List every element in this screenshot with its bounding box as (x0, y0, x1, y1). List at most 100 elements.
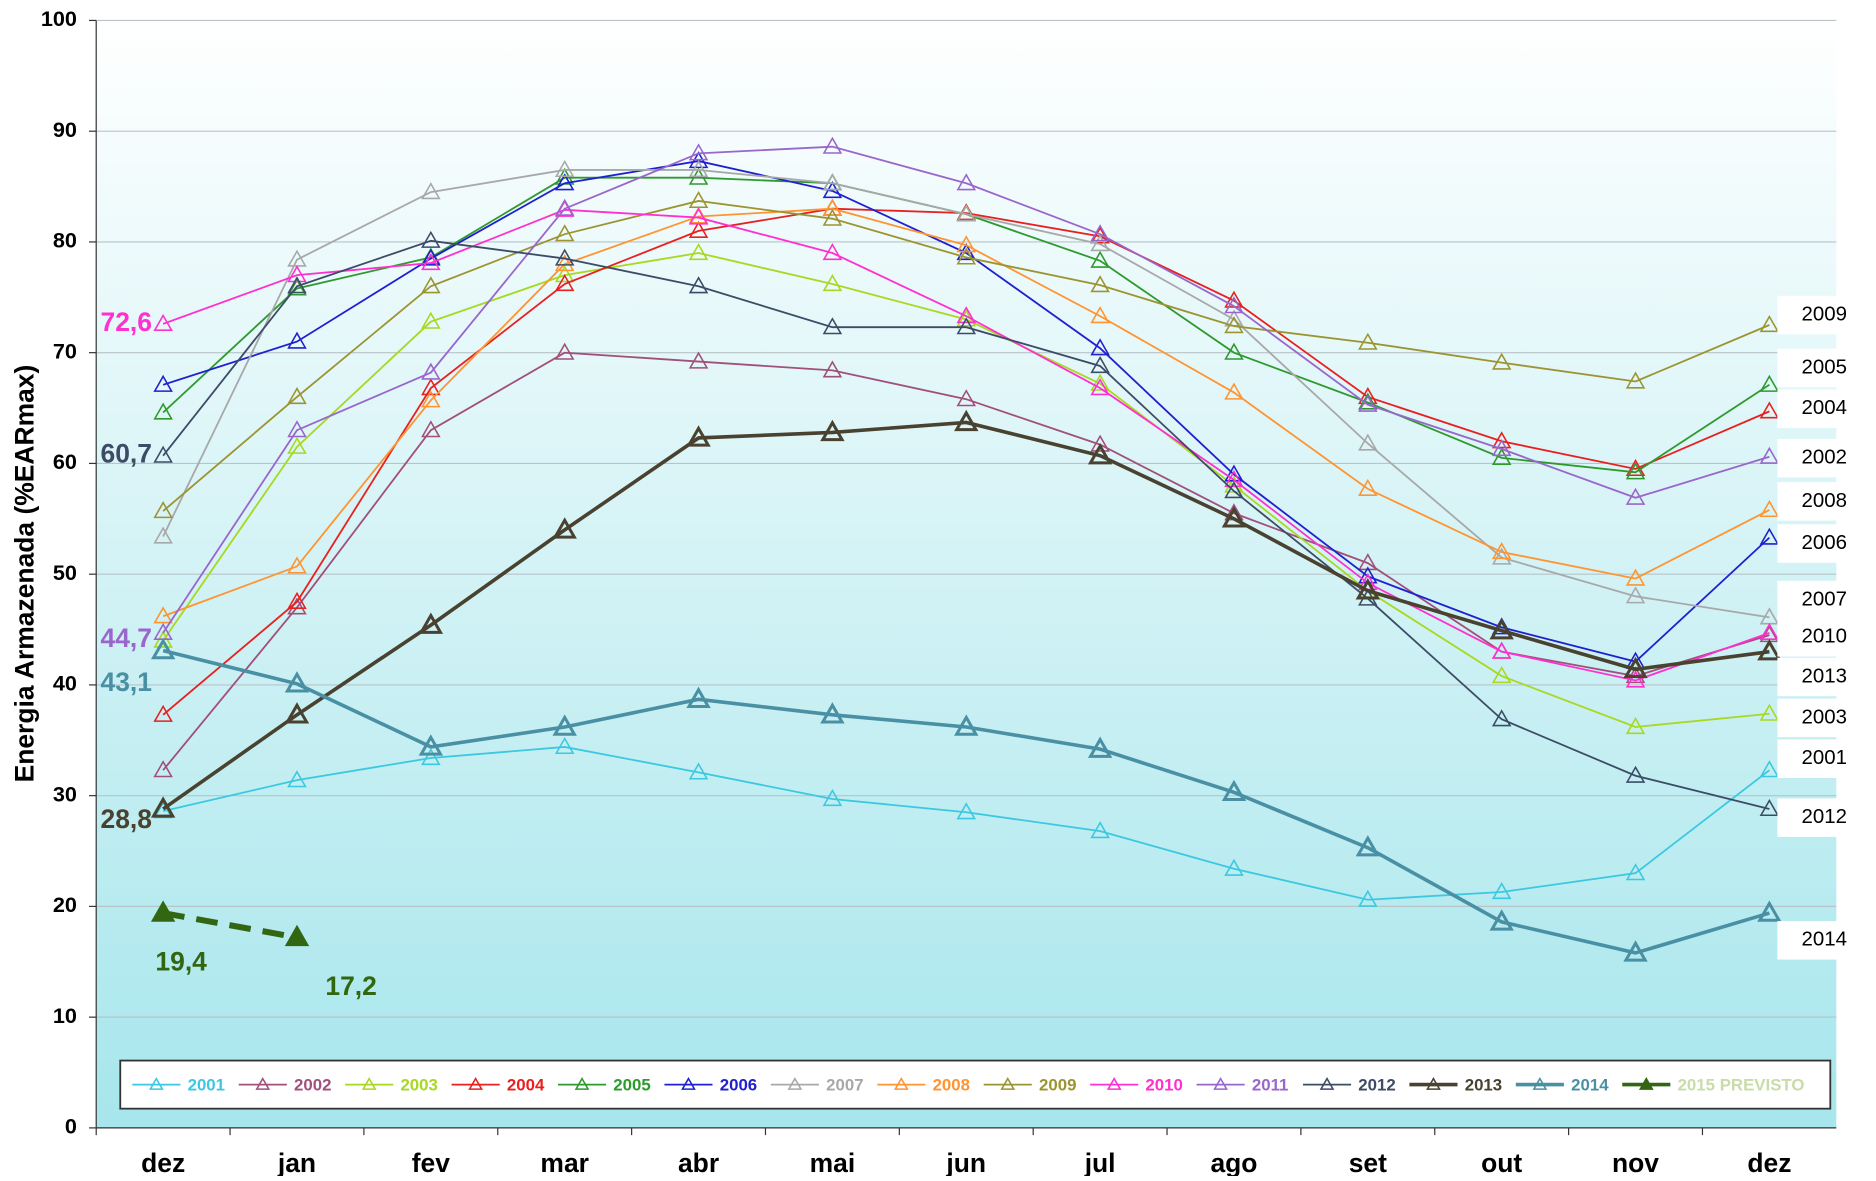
marker (1623, 940, 1648, 962)
marker (153, 402, 173, 420)
marker (688, 220, 709, 238)
legend-marker (1106, 1077, 1122, 1090)
series-tag-box (1777, 438, 1867, 478)
y-tick-label: 100 (41, 6, 77, 31)
marker (1090, 338, 1110, 356)
x-tick-label: fev (412, 1148, 451, 1176)
legend-label: 2015 PREVISTO (1678, 1075, 1805, 1094)
marker (1358, 394, 1378, 412)
legend-label: 2003 (400, 1075, 437, 1094)
marker (1090, 224, 1110, 242)
series-tag: 2003 (1802, 705, 1847, 728)
marker (1759, 703, 1780, 721)
series (153, 136, 1780, 640)
marker (1625, 863, 1646, 881)
legend-label: 2009 (1039, 1075, 1076, 1094)
data-label: 17,2 (325, 971, 376, 1001)
series-line (162, 910, 298, 941)
marker (552, 714, 577, 736)
marker (153, 313, 173, 331)
y-tick-label: 30 (53, 781, 77, 806)
marker (554, 254, 575, 272)
legend-marker (148, 1077, 164, 1090)
marker (1224, 858, 1244, 876)
marker (822, 274, 843, 292)
x-tick-label: jan (277, 1148, 316, 1176)
data-label: 72,6 (101, 307, 152, 337)
marker (421, 230, 441, 248)
legend-label: 2007 (826, 1075, 863, 1094)
marker (1625, 568, 1646, 586)
marker (956, 235, 977, 253)
marker (688, 762, 709, 780)
marker (1491, 666, 1512, 684)
series-tag: 2014 (1802, 928, 1847, 951)
marker (1224, 316, 1244, 334)
legend-marker (787, 1077, 803, 1090)
marker (284, 671, 310, 693)
series-tag-box (1777, 389, 1867, 429)
marker (822, 173, 843, 191)
marker (956, 306, 977, 324)
marker (822, 788, 843, 807)
marker (956, 317, 977, 335)
y-tick-label: 90 (53, 117, 77, 142)
y-tick-label: 50 (53, 560, 77, 585)
marker (153, 374, 173, 392)
marker (421, 362, 441, 380)
series-tag-box (1777, 618, 1867, 657)
marker (1759, 446, 1780, 464)
marker (1090, 373, 1110, 391)
marker (1757, 900, 1782, 922)
marker (1491, 882, 1512, 900)
marker (284, 702, 310, 724)
marker (150, 796, 176, 818)
marker (1355, 835, 1381, 857)
marker (287, 556, 307, 574)
marker (1090, 821, 1110, 839)
x-tick-label: set (1349, 1148, 1387, 1176)
series-tag-box (1777, 739, 1867, 778)
marker (956, 173, 977, 191)
marker (421, 182, 441, 200)
marker (554, 224, 575, 242)
marker (1759, 499, 1780, 518)
legend-marker (893, 1077, 909, 1090)
marker (421, 248, 441, 266)
marker (688, 207, 709, 225)
marker (554, 274, 575, 292)
marker (1358, 433, 1378, 451)
marker (1757, 639, 1782, 661)
x-tick-label: out (1481, 1148, 1522, 1176)
marker (1090, 250, 1110, 268)
series-tag: 2005 (1802, 355, 1847, 378)
marker (1759, 374, 1780, 392)
legend-marker (1319, 1077, 1335, 1090)
x-tick-label: jul (1084, 1148, 1116, 1176)
marker (1625, 487, 1646, 505)
marker (1625, 765, 1646, 783)
marker (822, 136, 843, 154)
legend-marker (681, 1077, 696, 1090)
marker (421, 748, 441, 766)
marker (1625, 462, 1646, 480)
legend-label: 2002 (294, 1075, 331, 1094)
y-tick-label: 20 (53, 892, 77, 917)
marker (287, 265, 307, 283)
legend-label: 2011 (1252, 1075, 1289, 1094)
series-line (162, 207, 1770, 618)
series-tag-box (1777, 657, 1867, 697)
marker (552, 517, 577, 539)
marker (150, 900, 176, 922)
marker (1759, 401, 1780, 419)
marker (1224, 296, 1244, 314)
legend-marker (1638, 1077, 1654, 1090)
series-tag: 2002 (1802, 446, 1847, 469)
legend-label: 2010 (1145, 1075, 1182, 1094)
marker (820, 419, 845, 442)
marker (421, 390, 441, 408)
y-axis-label: Energia Armazenada (%EARmax) (9, 365, 39, 783)
series (153, 736, 1780, 907)
series (150, 900, 310, 947)
legend-label: 2013 (1465, 1075, 1502, 1094)
